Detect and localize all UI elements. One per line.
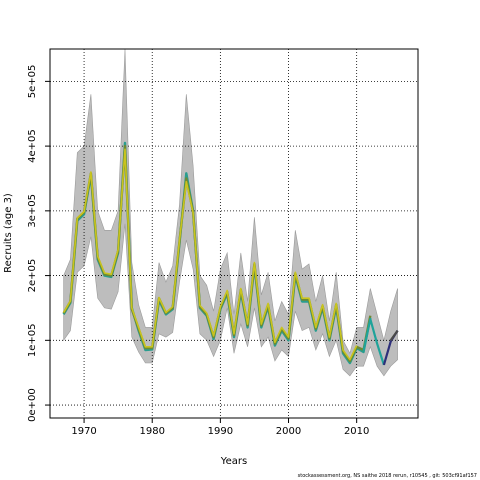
y-tick-label: 0e+00 xyxy=(27,388,38,422)
series-line-4 xyxy=(362,317,385,366)
y-tick-label: 5e+05 xyxy=(27,65,38,99)
grid-layer xyxy=(50,49,418,418)
plot-frame xyxy=(49,48,419,419)
x-tick-label: 2010 xyxy=(344,426,369,437)
series-layer xyxy=(62,141,399,366)
confidence-band-layer xyxy=(63,48,398,377)
y-tick-label: 4e+05 xyxy=(27,129,38,163)
confidence-band xyxy=(63,48,398,377)
x-tick-label: 1970 xyxy=(71,426,96,437)
y-axis-label: Recruits (age 3) xyxy=(3,193,14,273)
footer-credit: stockassessment.org, NS saithe 2018 reru… xyxy=(297,473,477,479)
y-tick-label: 1e+05 xyxy=(27,323,38,357)
x-axis-label: Years xyxy=(220,456,247,467)
y-tick-label: 2e+05 xyxy=(27,259,38,293)
x-tick-label: 2000 xyxy=(276,426,301,437)
x-tick-label: 1990 xyxy=(208,426,233,437)
series-line-3 xyxy=(62,148,358,361)
y-tick-label: 3e+05 xyxy=(27,194,38,228)
x-tick-label: 1980 xyxy=(139,426,164,437)
x-axis: 1970 1980 1990 2000 2010 xyxy=(71,418,369,437)
y-axis: 0e+00 1e+05 2e+05 3e+05 4e+05 5e+05 xyxy=(27,65,50,422)
series-line-6 xyxy=(389,329,399,341)
